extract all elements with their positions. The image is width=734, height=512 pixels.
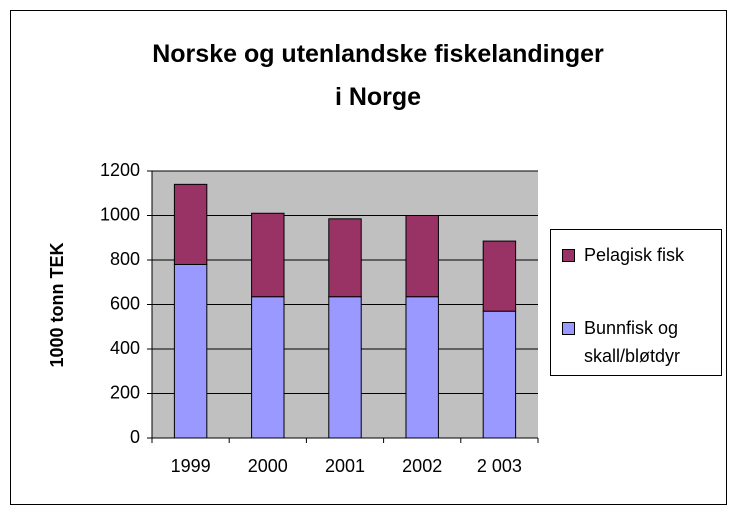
x-tick-label: 2001 (325, 456, 365, 476)
bar-segment (328, 296, 362, 439)
bar-segment (173, 183, 208, 265)
bar-segment (482, 310, 517, 439)
x-tick-label: 1999 (171, 456, 211, 476)
x-tick-label: 2000 (248, 456, 288, 476)
y-tick-label: 600 (110, 293, 140, 313)
chart-title: Norske og utenlandske fiskelandinger i No… (152, 40, 604, 111)
y-tick-label: 200 (110, 382, 140, 402)
legend-swatch (562, 322, 575, 335)
y-tick-label: 400 (110, 338, 140, 358)
y-tick-label: 0 (130, 427, 140, 447)
bar-segment (328, 218, 362, 298)
legend-item: Pelagisk fisk (562, 241, 722, 269)
bar-segment (251, 212, 285, 298)
x-tick-label: 2 003 (477, 456, 522, 476)
y-tick-label: 1200 (100, 160, 140, 180)
bar-segment (251, 296, 285, 439)
legend-label: Bunnfisk og skall/bløtdyr (584, 318, 681, 366)
bar-segment (405, 296, 439, 439)
y-tick-label: 1000 (100, 204, 140, 224)
legend: Pelagisk fisk Bunnfisk og skall/bløtdyr (550, 229, 722, 376)
x-tick-label: 2002 (402, 456, 442, 476)
legend-label: Pelagisk fisk (584, 245, 685, 265)
bar-segment (173, 263, 208, 439)
legend-swatch (562, 249, 575, 262)
y-axis-label: 1000 tonn TEK (47, 242, 67, 367)
bar-segment (405, 215, 439, 298)
legend-item: Bunnfisk og skall/bløtdyr (562, 314, 722, 370)
bar-segment (482, 240, 517, 312)
y-tick-label: 800 (110, 249, 140, 269)
